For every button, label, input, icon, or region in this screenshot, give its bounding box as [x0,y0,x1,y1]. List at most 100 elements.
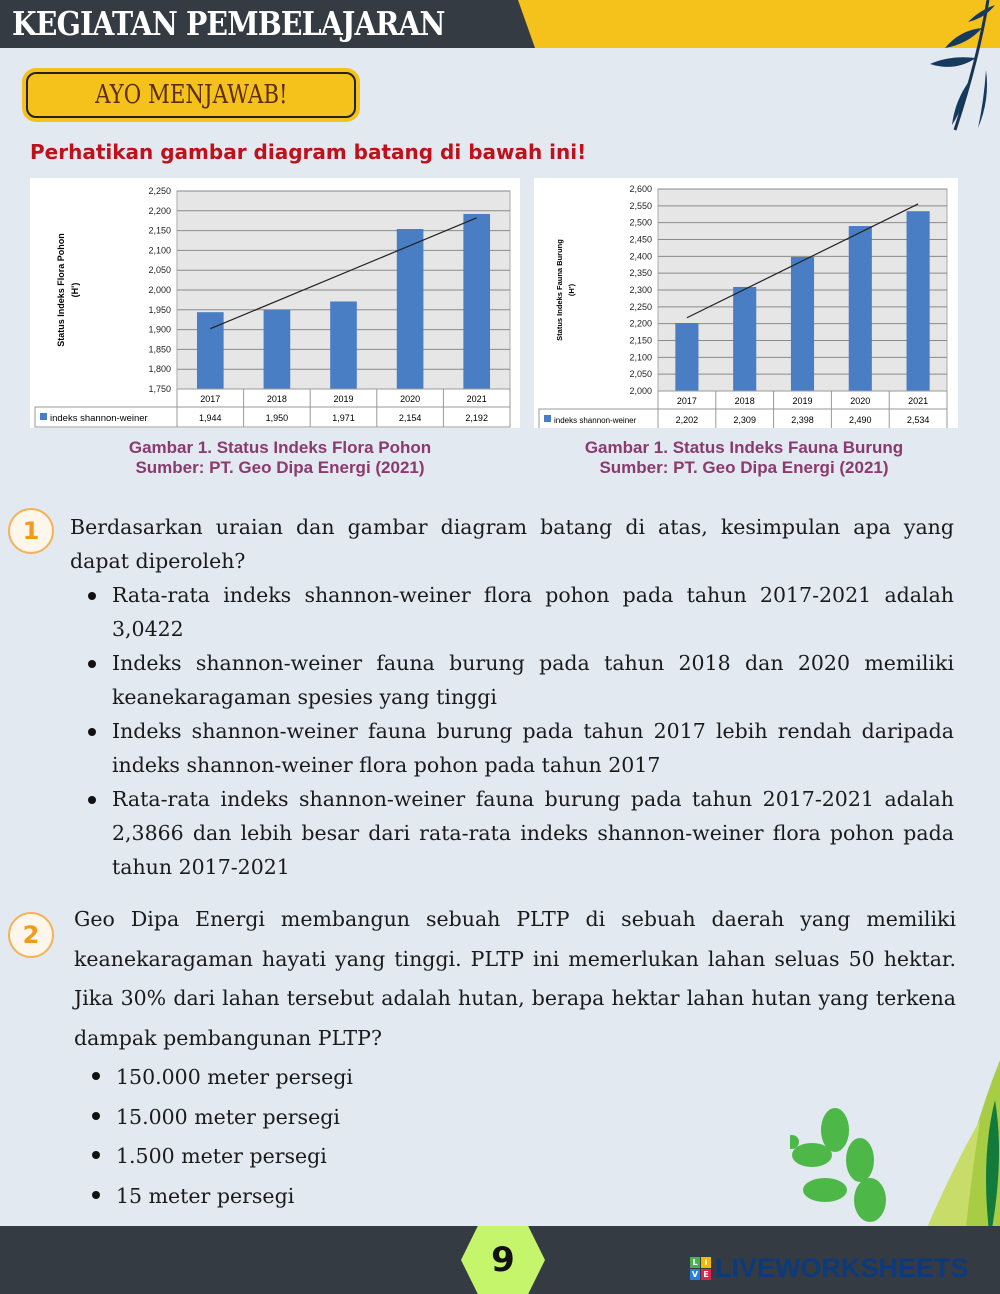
x-tick-label: 2018 [735,396,755,406]
question-number-2: 2 [8,912,54,958]
y-tick-label: 1,750 [148,384,171,394]
y-tick-label: 2,350 [629,268,652,278]
answer-option[interactable]: 1.500 meter persegi [92,1137,956,1177]
bar [675,322,699,391]
answer-option[interactable]: Indeks shannon-weiner fauna burung pada … [88,714,954,782]
data-label: 2,534 [907,415,930,425]
y-tick-label: 1,800 [148,364,171,374]
y-tick-label: 2,200 [148,206,171,216]
legend-label: indeks shannon-weiner [554,416,637,425]
page-title: KEGIATAN PEMBELAJARAN [12,4,445,43]
x-tick-label: 2018 [267,394,287,404]
data-label: 1,950 [266,413,289,423]
y-tick-label: 2,050 [148,265,171,275]
data-table [176,388,511,428]
live-logo-icon: L I V E [690,1257,711,1280]
y-tick-label: 1,900 [148,325,171,335]
answer-option[interactable]: Indeks shannon-weiner fauna burung pada … [88,646,954,714]
y-tick-label: 2,100 [148,245,171,255]
data-label: 2,490 [849,415,872,425]
caption-source: Sumber: PT. Geo Dipa Energi (2021) [599,458,889,477]
liveworksheets-logo[interactable]: L I V E LIVEWORKSHEETS [690,1253,969,1284]
x-tick-label: 2019 [333,394,353,404]
caption-title: Gambar 1. Status Indeks Fauna Burung [584,438,904,457]
data-label: 2,309 [733,415,756,425]
x-tick-label: 2020 [400,394,420,404]
y-tick-label: 1,850 [148,344,171,354]
question-1: Berdasarkan uraian dan gambar diagram ba… [70,510,954,884]
question-number-1: 1 [8,508,54,554]
answer-option[interactable]: 15.000 meter persegi [92,1098,956,1138]
bar [790,257,815,391]
logo-letter: L [690,1257,700,1268]
x-tick-label: 2020 [850,396,870,406]
y-tick-label: 2,250 [148,186,171,196]
y-tick-label: 2,250 [629,302,652,312]
y-tick-label: 1,950 [148,305,171,315]
caption-title: Gambar 1. Status Indeks Flora Pohon [128,438,432,457]
bar [330,301,357,389]
bar [733,286,757,391]
caption-source: Sumber: PT. Geo Dipa Energi (2021) [135,458,425,477]
x-tick-label: 2019 [792,396,812,406]
bar [263,309,291,389]
data-label: 1,971 [332,413,355,423]
y-tick-label: 2,450 [629,235,652,245]
legend-cell [538,408,659,428]
data-label: 2,154 [399,413,422,423]
legend-label: indeks shannon-weiner [50,413,148,424]
y-tick-label: 2,150 [629,336,652,346]
question-text: Geo Dipa Energi membangun sebuah PLTP di… [74,907,956,1050]
y-tick-label: 2,150 [148,226,171,236]
brand-name: LIVEWORKSHEETS [715,1253,969,1283]
logo-letter: V [690,1269,700,1280]
y-axis-unit: (H') [567,283,576,296]
y-tick-label: 2,050 [629,369,652,379]
answer-option[interactable]: Rata-rata indeks shannon-weiner fauna bu… [88,782,954,884]
bar [196,312,224,389]
y-tick-label: 2,600 [629,184,652,194]
y-tick-label: 2,400 [629,251,652,261]
legend-swatch [40,413,47,420]
data-label: 2,192 [465,413,488,423]
leaf-decoration-icon [930,0,995,131]
chart-flora-pohon: 1,750 1,800 1,850 1,900 1,950 2,000 2,050 2,100… [30,178,520,428]
x-tick-label: 2017 [677,396,697,406]
ayo-menjawab-badge: AYO MENJAWAB! [22,68,360,122]
chart-fauna-burung: 2,000 2,050 2,100 2,150 2,200 2,250 2,300 2,350… [534,178,958,428]
y-axis-unit: (H') [70,283,80,298]
y-tick-label: 2,000 [629,386,652,396]
bar [848,226,872,391]
y-tick-label: 2,500 [629,218,652,228]
trendline [210,217,477,330]
y-tick-label: 2,550 [629,201,652,211]
data-label: 2,202 [676,415,699,425]
page-number: 9 [461,1226,545,1294]
x-tick-label: 2021 [467,394,487,404]
answer-option[interactable]: Rata-rata indeks shannon-weiner flora po… [88,578,954,646]
y-tick-label: 2,200 [629,319,652,329]
data-label: 2,398 [791,415,814,425]
data-label: 1,944 [199,413,222,423]
legend-cell [34,406,178,428]
y-tick-label: 2,300 [629,285,652,295]
question-2: Geo Dipa Energi membangun sebuah PLTP di… [74,900,956,1216]
caption-flora: Gambar 1. Status Indeks Flora Pohon Sumb… [60,438,500,478]
header-title-bg [0,0,535,48]
trendline [686,203,919,319]
logo-letter: I [701,1257,711,1268]
instruction-text: Perhatikan gambar diagram batang di bawa… [30,140,587,164]
x-tick-label: 2017 [200,394,220,404]
question-text: Berdasarkan uraian dan gambar diagram ba… [70,515,954,573]
y-axis-label: Status Indeks Flora Pohon [56,233,66,347]
bar [906,211,930,391]
answer-option[interactable]: 150.000 meter persegi [92,1058,956,1098]
y-tick-label: 2,000 [148,285,171,295]
bar [396,229,424,389]
logo-letter: E [701,1269,711,1280]
answer-option[interactable]: 15 meter persegi [92,1177,956,1217]
y-tick-label: 2,100 [629,352,652,362]
badge-label: AYO MENJAWAB! [94,80,288,110]
bar [463,213,491,389]
y-axis-label: Status Indeks Fauna Burung [555,239,564,341]
